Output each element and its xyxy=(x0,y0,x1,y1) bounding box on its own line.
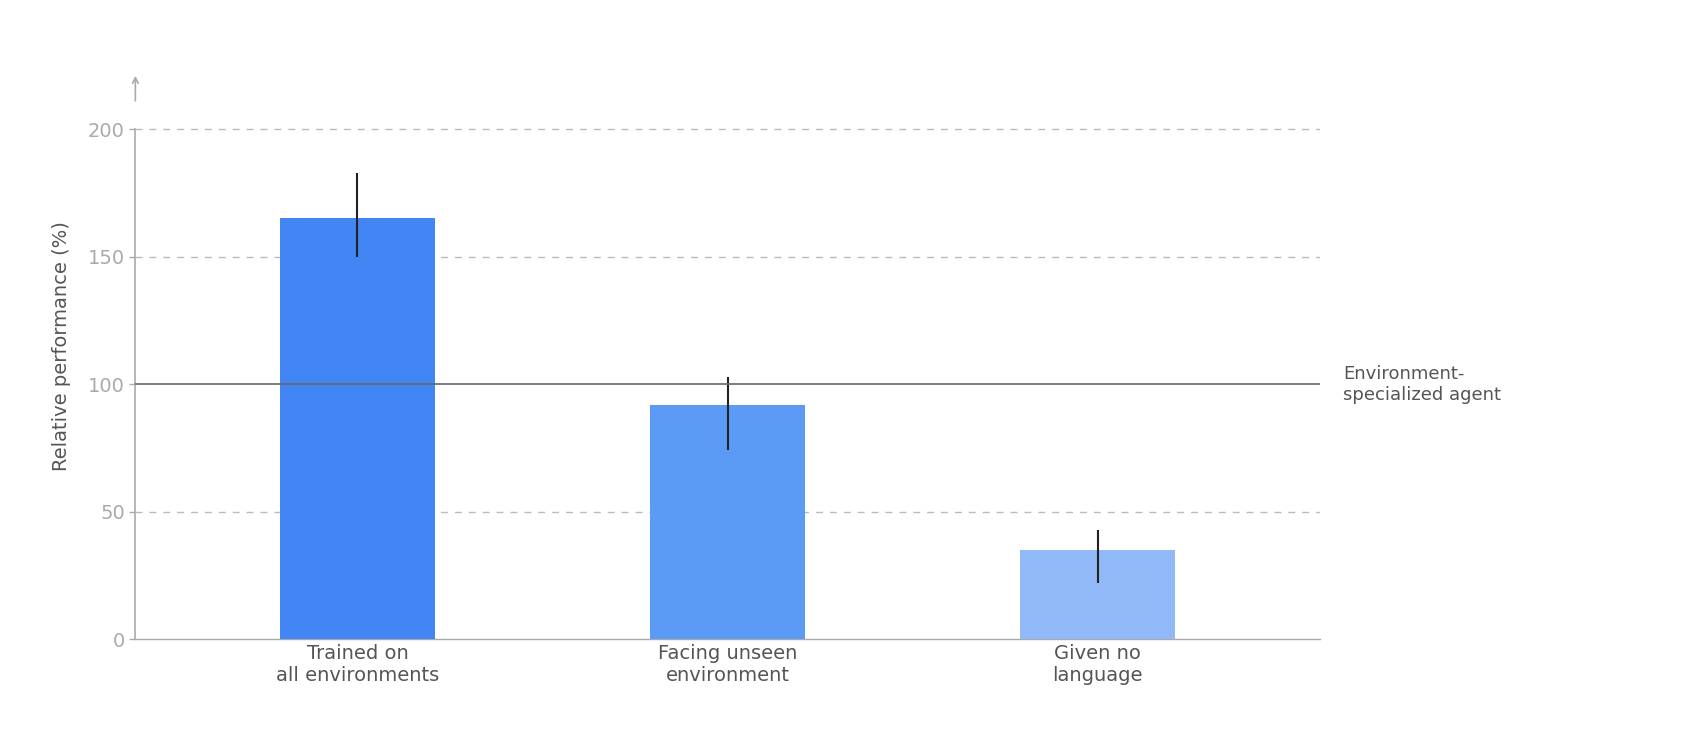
Bar xyxy=(1020,550,1176,639)
Bar xyxy=(650,405,805,639)
Bar xyxy=(279,218,435,639)
Text: Environment-
specialized agent: Environment- specialized agent xyxy=(1343,365,1501,404)
Y-axis label: Relative performance (%): Relative performance (%) xyxy=(52,221,71,471)
